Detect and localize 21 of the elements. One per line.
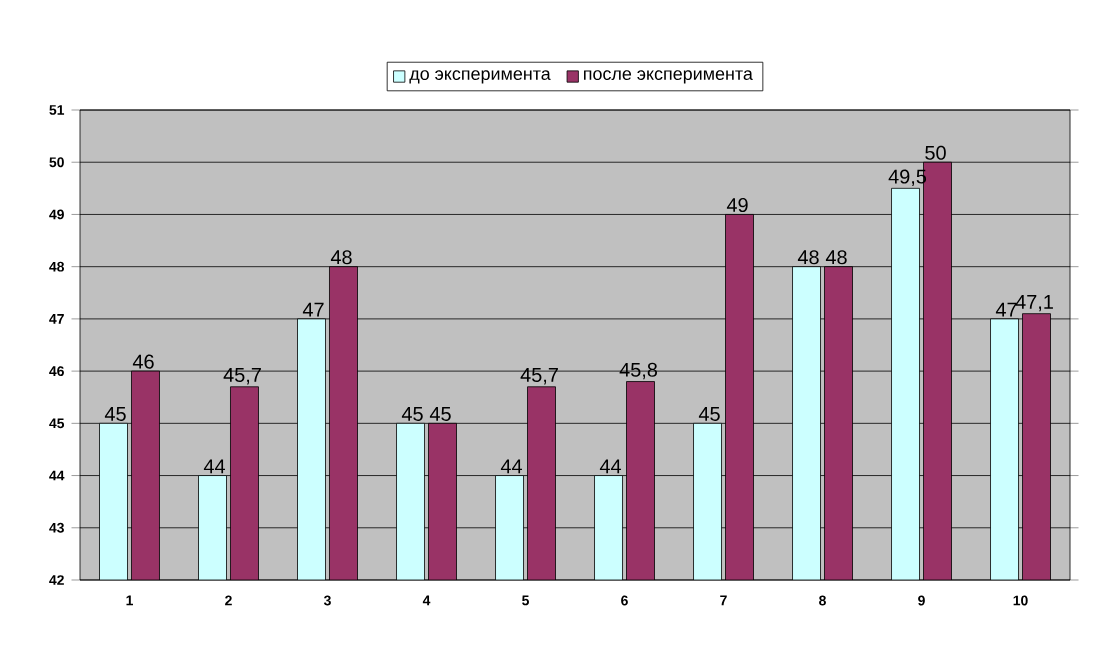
data-label: 44 xyxy=(203,459,225,474)
data-label: 45 xyxy=(698,407,720,421)
data-label: 47 xyxy=(995,302,1017,317)
legend-label: до эксперимента xyxy=(409,70,551,84)
data-label: 50 xyxy=(925,145,946,160)
data-label: 45,7 xyxy=(223,368,261,385)
data-label: 48 xyxy=(825,250,847,265)
data-label: 46 xyxy=(132,354,154,369)
data-label: 49 xyxy=(726,197,748,213)
data-label: 45,7 xyxy=(520,368,558,385)
data-label: 45 xyxy=(429,407,451,421)
data-label: 45 xyxy=(401,407,423,421)
data-label: 48 xyxy=(330,250,352,265)
data-label: 45,8 xyxy=(619,362,658,380)
data-label: 44 xyxy=(500,459,522,474)
data-label: 47 xyxy=(302,302,324,317)
data-label: 47,1 xyxy=(1015,295,1053,312)
data-label: 48 xyxy=(797,250,819,265)
data-label: 45 xyxy=(104,407,126,421)
data-label: 44 xyxy=(599,459,621,474)
legend-label: после эксперимента xyxy=(584,70,753,84)
